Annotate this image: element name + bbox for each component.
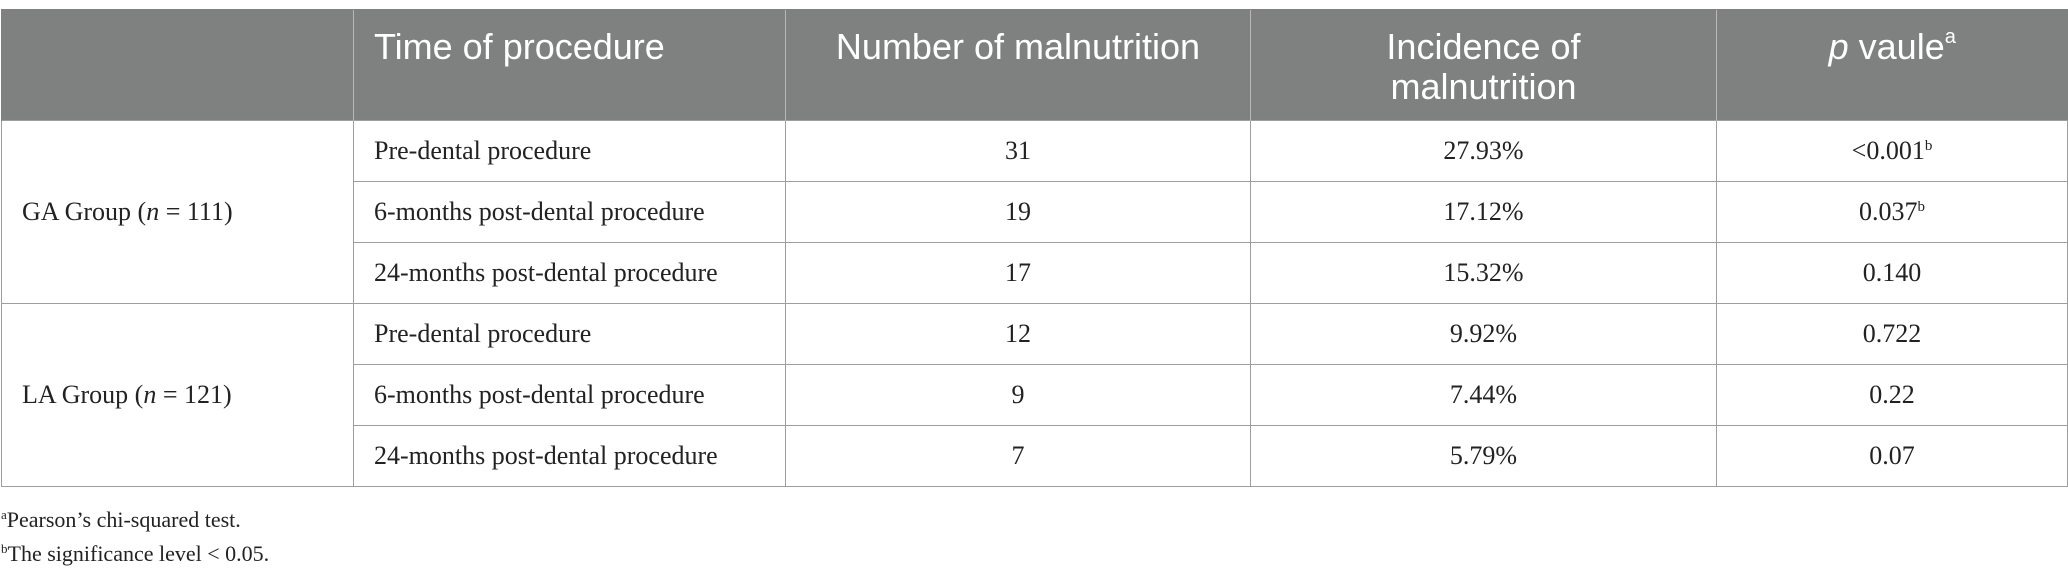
header-number-of-malnutrition: Number of malnutrition	[785, 9, 1251, 121]
header-time-of-procedure: Time of procedure	[353, 9, 786, 121]
cell-time-of-procedure: 24-months post-dental procedure	[353, 242, 786, 304]
cell-time-of-procedure: 6-months post-dental procedure	[353, 181, 786, 243]
header-incidence-of-malnutrition: Incidence of malnutrition	[1250, 9, 1717, 121]
footnote: bThe significance level < 0.05.	[1, 541, 270, 566]
cell-time-of-procedure: 24-months post-dental procedure	[353, 425, 786, 487]
significance-mark: b	[1917, 199, 1926, 215]
cell-p-value: 0.07	[1716, 425, 2068, 487]
header-group	[1, 9, 354, 121]
header-row: Time of procedure Number of malnutrition…	[1, 9, 2068, 121]
cell-incidence: 17.12%	[1250, 181, 1717, 243]
cell-number: 31	[785, 120, 1251, 182]
cell-time-of-procedure: Pre-dental procedure	[353, 303, 786, 365]
cell-incidence: 27.93%	[1250, 120, 1717, 182]
table-row: 24-months post-dental procedure 7 5.79% 0.0…	[2, 425, 2068, 487]
significance-mark: b	[1924, 138, 1933, 154]
cell-p-value: 0.037b	[1716, 181, 2068, 243]
cell-time-of-procedure: 6-months post-dental procedure	[353, 364, 786, 426]
cell-incidence: 5.79%	[1250, 425, 1717, 487]
cell-p-value: 0.722	[1716, 303, 2068, 365]
footnotes: aPearson’s chi-squared test. bThe signifi…	[1, 503, 269, 571]
p-value-footnote-mark: a	[1944, 26, 1956, 48]
cell-p-value: 0.140	[1716, 242, 2068, 304]
p-value-label: p vaule	[1828, 26, 1945, 67]
group-label: LA Group (n = 121)	[1, 303, 354, 487]
cell-incidence: 15.32%	[1250, 242, 1717, 304]
table-row: GA Group (n = 111) Pre-dental procedure 31…	[1, 120, 2068, 304]
table-container: Time of procedure Number of malnutrition…	[1, 9, 2068, 487]
table-row: 6-months post-dental procedure 9 7.44% 0.22	[2, 364, 2068, 426]
footnote: aPearson’s chi-squared test.	[1, 507, 241, 532]
cell-incidence: 9.92%	[1250, 303, 1717, 365]
group-label: GA Group (n = 111)	[1, 120, 354, 304]
malnutrition-table: Time of procedure Number of malnutrition…	[1, 9, 2068, 487]
cell-p-value: 0.22	[1716, 364, 2068, 426]
cell-number: 19	[785, 181, 1251, 243]
cell-number: 9	[785, 364, 1251, 426]
cell-incidence: 7.44%	[1250, 364, 1717, 426]
cell-time-of-procedure: Pre-dental procedure	[353, 120, 786, 182]
cell-p-value: <0.001b	[1716, 120, 2068, 182]
cell-number: 12	[785, 303, 1251, 365]
table-row: LA Group (n = 121) Pre-dental procedure 12…	[1, 303, 2068, 487]
cell-number: 7	[785, 425, 1251, 487]
header-p-value: p vaulea	[1716, 9, 2068, 121]
cell-number: 17	[785, 242, 1251, 304]
